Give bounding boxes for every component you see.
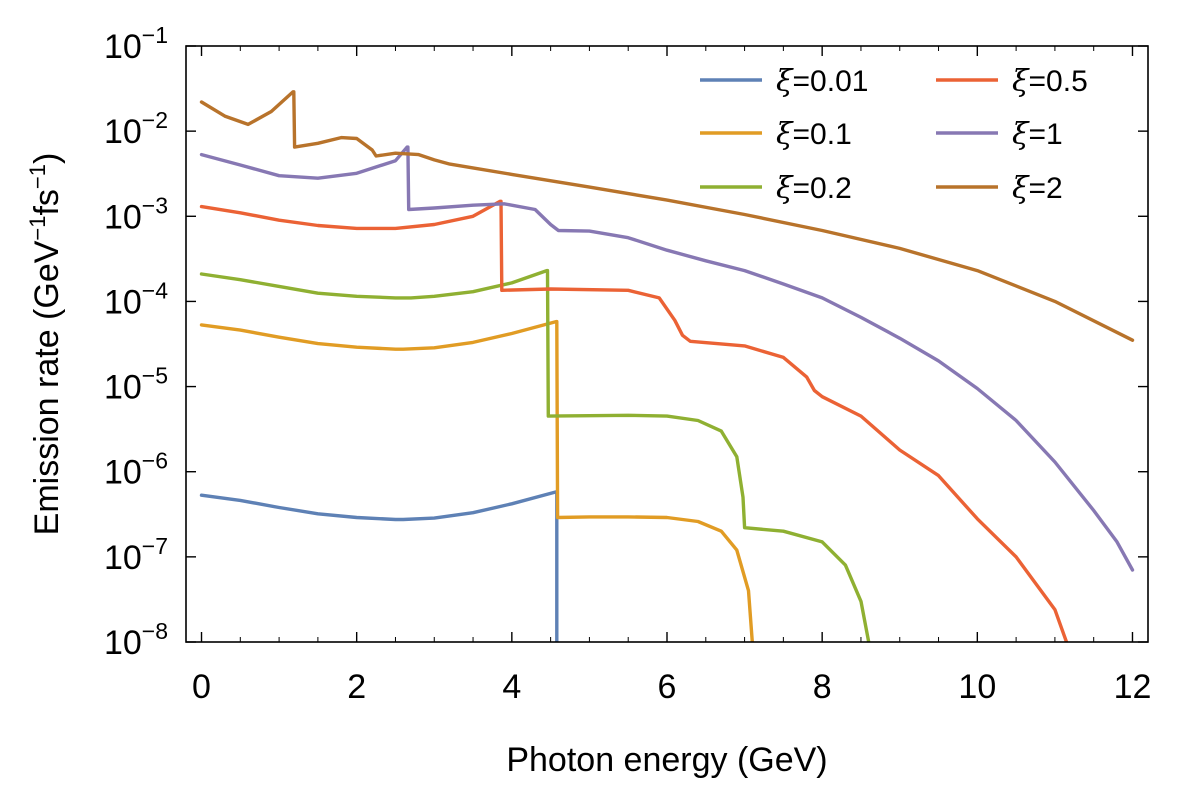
x-tick-label: 12 xyxy=(1114,668,1152,706)
series-layer xyxy=(199,90,1135,642)
y-tick-base: 10 xyxy=(104,283,142,321)
y-axis-title-sup2: −1 xyxy=(25,164,50,189)
y-tick-label: 10−6 xyxy=(104,448,168,492)
x-tick-label: 6 xyxy=(658,668,677,706)
series-line xyxy=(199,145,1135,572)
y-axis-title-end: ) xyxy=(28,153,66,164)
x-tick-labels: 0 2 4 6 8 10 12 xyxy=(192,668,1151,706)
y-tick-label: 10−5 xyxy=(104,363,168,407)
x-tick-label: 8 xyxy=(813,668,832,706)
y-tick-labels: 10−810−710−610−510−410−310−210−1 xyxy=(104,22,168,662)
plot-frame xyxy=(185,45,1149,643)
legend-xi-symbol: ξ xyxy=(1012,64,1030,99)
series-line xyxy=(199,90,1135,342)
legend-xi-symbol: ξ xyxy=(776,171,794,206)
y-tick-exponent: −5 xyxy=(142,363,168,389)
x-tick-label: 0 xyxy=(192,668,211,706)
series-line xyxy=(199,199,1069,642)
y-tick-base: 10 xyxy=(104,28,142,66)
series-line xyxy=(199,268,871,642)
y-tick-exponent: −1 xyxy=(142,22,168,48)
legend-entry-label: ξ=0.5 xyxy=(1012,64,1088,99)
legend-value: =2 xyxy=(1029,172,1063,205)
x-axis-title: Photon energy (GeV) xyxy=(506,741,827,779)
y-tick-exponent: −4 xyxy=(142,277,168,303)
y-tick-base: 10 xyxy=(104,454,142,492)
y-tick-base: 10 xyxy=(104,624,142,662)
y-tick-base: 10 xyxy=(104,198,142,236)
y-axis-title-main: Emission rate (GeV xyxy=(28,240,66,535)
y-tick-exponent: −8 xyxy=(142,618,168,644)
legend-value: =0.1 xyxy=(793,118,852,151)
y-tick-exponent: −3 xyxy=(142,192,168,218)
y-tick-label: 10−1 xyxy=(104,22,168,66)
legend: ξ=0.01ξ=0.1ξ=0.2ξ=0.5ξ=1ξ=2 xyxy=(700,64,1088,206)
legend-value: =0.2 xyxy=(793,172,852,205)
y-tick-label: 10−8 xyxy=(104,618,168,662)
y-tick-label: 10−3 xyxy=(104,192,168,236)
y-tick-exponent: −2 xyxy=(142,107,168,133)
legend-value: =1 xyxy=(1029,118,1063,151)
y-tick-exponent: −6 xyxy=(142,448,168,474)
y-tick-base: 10 xyxy=(104,113,142,151)
legend-value: =0.5 xyxy=(1029,65,1088,98)
series-line xyxy=(199,319,754,642)
legend-xi-symbol: ξ xyxy=(1012,171,1030,206)
y-tick-exponent: −7 xyxy=(142,533,168,559)
y-axis-title-sup1: −1 xyxy=(25,216,50,241)
legend-entry-label: ξ=0.1 xyxy=(776,117,852,152)
legend-value: =0.01 xyxy=(793,65,869,98)
y-tick-label: 10−7 xyxy=(104,533,168,577)
x-tick-label: 4 xyxy=(502,668,521,706)
legend-entry-label: ξ=1 xyxy=(1012,117,1063,152)
legend-xi-symbol: ξ xyxy=(1012,117,1030,152)
x-tick-label: 10 xyxy=(958,668,996,706)
y-tick-base: 10 xyxy=(104,539,142,577)
y-tick-label: 10−4 xyxy=(104,277,168,321)
legend-entry-label: ξ=2 xyxy=(1012,171,1063,206)
legend-entry-label: ξ=0.01 xyxy=(776,64,868,99)
legend-entry-label: ξ=0.2 xyxy=(776,171,852,206)
series-line xyxy=(199,490,559,642)
y-tick-base: 10 xyxy=(104,369,142,407)
y-tick-label: 10−2 xyxy=(104,107,168,151)
y-axis-title: Emission rate (GeV−1fs−1) xyxy=(25,153,66,536)
legend-xi-symbol: ξ xyxy=(776,64,794,99)
x-tick-label: 2 xyxy=(347,668,366,706)
y-axis-title-mid: fs xyxy=(28,189,66,215)
legend-xi-symbol: ξ xyxy=(776,117,794,152)
